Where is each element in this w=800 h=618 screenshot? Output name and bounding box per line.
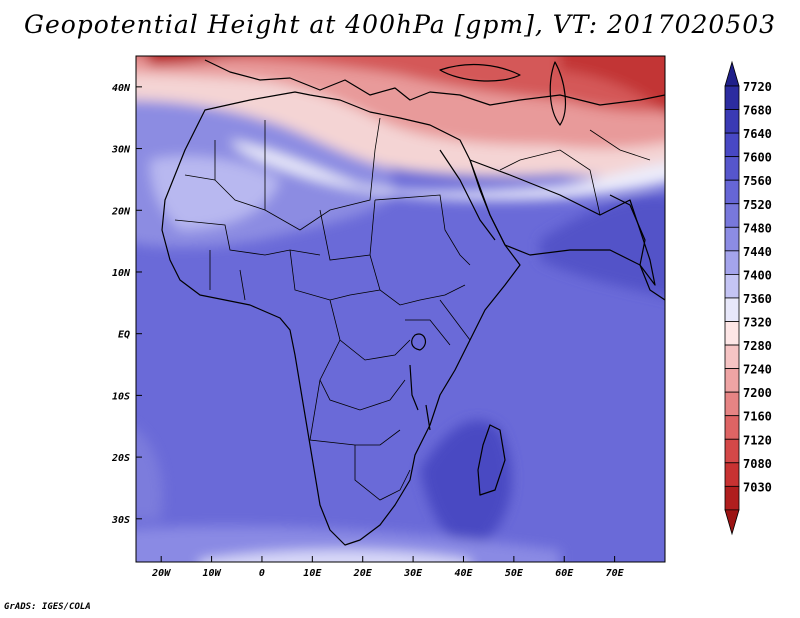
colorbar-swatch bbox=[724, 297, 740, 322]
colorbar-swatch bbox=[724, 109, 740, 134]
colorbar-label: 7360 bbox=[743, 292, 772, 306]
chart-title: Geopotential Height at 400hPa [gpm], VT:… bbox=[23, 10, 777, 39]
lon-tick-label: 70E bbox=[606, 568, 625, 579]
lon-tick-label: 40E bbox=[454, 568, 473, 579]
colorbar: 7720 7680 7640 7600 7560 7520 7480 7440 7400 7360… bbox=[724, 60, 772, 536]
colorbar-label: 7120 bbox=[743, 433, 772, 447]
colorbar-min-arrow bbox=[724, 509, 740, 536]
map-frame bbox=[135, 55, 666, 563]
colorbar-swatch bbox=[724, 85, 740, 110]
colorbar-label: 7240 bbox=[743, 363, 772, 377]
colorbar-swatch bbox=[724, 226, 740, 252]
colorbar-swatch bbox=[724, 462, 740, 487]
lat-tick-label: 10S bbox=[112, 391, 130, 402]
colorbar-label: 7400 bbox=[743, 268, 772, 282]
colorbar-label: 7680 bbox=[743, 104, 772, 118]
footer-credit: GrADS: IGES/COLA bbox=[4, 602, 91, 612]
colorbar-swatch bbox=[724, 156, 740, 181]
colorbar-label: 7560 bbox=[743, 174, 772, 188]
country-borders bbox=[174, 117, 651, 501]
lon-tick-label: 20W bbox=[151, 568, 171, 579]
lon-tick-label: 10W bbox=[203, 568, 222, 579]
colorbar-label: 7640 bbox=[743, 127, 772, 141]
lon-tick-label: 60E bbox=[555, 568, 574, 579]
colorbar-swatch bbox=[724, 438, 740, 464]
colorbar-label: 7720 bbox=[743, 80, 772, 94]
lat-tick-label: 10N bbox=[112, 268, 131, 279]
lon-tick-label: 20E bbox=[353, 568, 373, 579]
colorbar-label: 7280 bbox=[743, 339, 772, 353]
colorbar-swatch bbox=[724, 203, 740, 228]
lat-tick-label: 20S bbox=[111, 453, 130, 464]
lon-tick-label: 10E bbox=[303, 568, 322, 579]
colorbar-label: 7520 bbox=[743, 198, 772, 212]
colorbar-label: 7320 bbox=[743, 316, 772, 330]
colorbar-label: 7030 bbox=[743, 480, 772, 494]
colorbar-swatch bbox=[724, 391, 740, 417]
colorbar-swatch bbox=[724, 273, 740, 299]
colorbar-swatch bbox=[724, 179, 740, 205]
colorbar-label: 7080 bbox=[743, 457, 772, 471]
colorbar-label: 7480 bbox=[743, 221, 772, 235]
colorbar-label: 7160 bbox=[743, 410, 772, 424]
lat-tick-label: 30S bbox=[111, 515, 130, 526]
colorbar-label: 7200 bbox=[743, 386, 772, 400]
latitude-axis: 40N 30N 20N 10N EQ 10S 20S 30S bbox=[111, 83, 142, 526]
colorbar-label: 7600 bbox=[743, 151, 772, 165]
colorbar-swatch bbox=[724, 485, 740, 511]
lon-tick-label: 50E bbox=[505, 568, 524, 579]
lon-tick-label: 0 bbox=[259, 568, 265, 579]
lat-tick-label: 40N bbox=[112, 83, 131, 94]
colorbar-swatch bbox=[724, 344, 740, 369]
colorbar-swatch bbox=[724, 415, 740, 440]
coastlines bbox=[161, 59, 665, 546]
lat-tick-label: EQ bbox=[118, 330, 130, 341]
colorbar-swatch bbox=[724, 368, 740, 393]
longitude-axis: 20W 10W 0 10E 20E 30E 40E 50E 60E 70E bbox=[151, 556, 625, 579]
colorbar-swatch bbox=[724, 321, 740, 346]
colorbar-max-arrow bbox=[724, 60, 740, 87]
height-field bbox=[136, 56, 665, 562]
colorbar-swatch bbox=[724, 132, 740, 158]
lat-tick-label: 30N bbox=[111, 145, 131, 156]
lat-tick-label: 20N bbox=[111, 206, 131, 217]
colorbar-label: 7440 bbox=[743, 245, 772, 259]
colorbar-swatch bbox=[724, 250, 740, 275]
lon-tick-label: 30E bbox=[403, 568, 423, 579]
